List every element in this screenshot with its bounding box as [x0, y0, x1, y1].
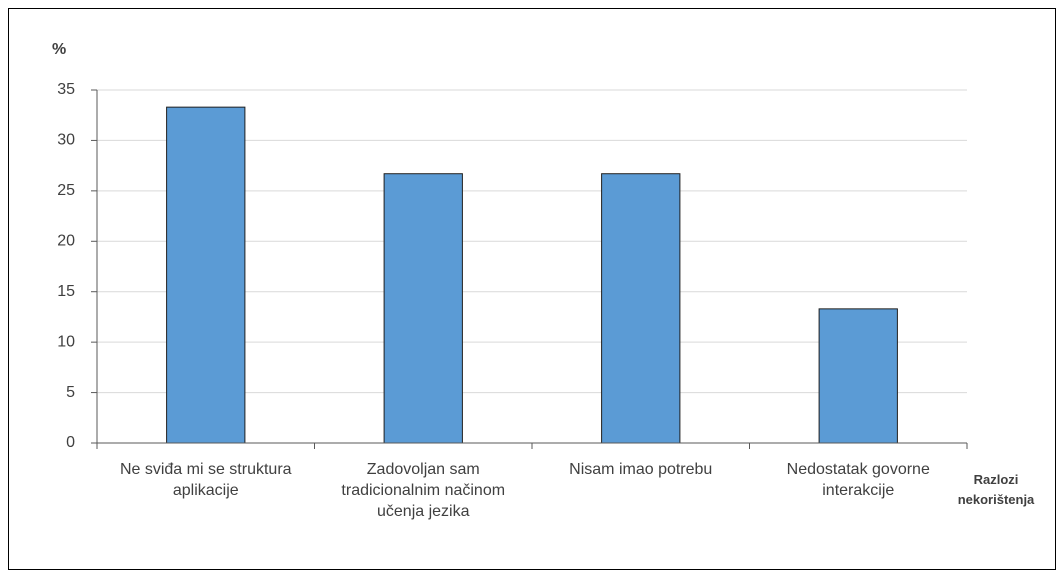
x-tick-label: Nedostatak govorne interakcije — [786, 461, 930, 499]
y-tick-label: 20 — [57, 233, 75, 250]
y-tick-label: 25 — [57, 182, 75, 199]
x-axis-label: Razlozi nekorištenja — [957, 472, 1035, 507]
y-tick-label: 10 — [57, 333, 75, 350]
bar — [818, 308, 898, 444]
y-tick-label: 5 — [66, 384, 75, 401]
x-tick-label: Zadovoljan sam tradicionalnim načinom uč… — [341, 461, 506, 520]
y-tick-label: 30 — [57, 132, 75, 149]
chart-frame — [8, 8, 1056, 570]
y-tick-label: 35 — [57, 81, 75, 98]
bar — [166, 106, 246, 444]
bar — [383, 173, 463, 444]
y-tick-label: 0 — [66, 434, 75, 451]
y-tick-label: 15 — [57, 283, 75, 300]
bar — [601, 173, 681, 444]
x-tick-label: Ne sviđa mi se struktura aplikacije — [119, 461, 292, 499]
y-axis-label: % — [52, 41, 66, 58]
x-tick-label: Nisam imao potrebu — [569, 461, 713, 478]
